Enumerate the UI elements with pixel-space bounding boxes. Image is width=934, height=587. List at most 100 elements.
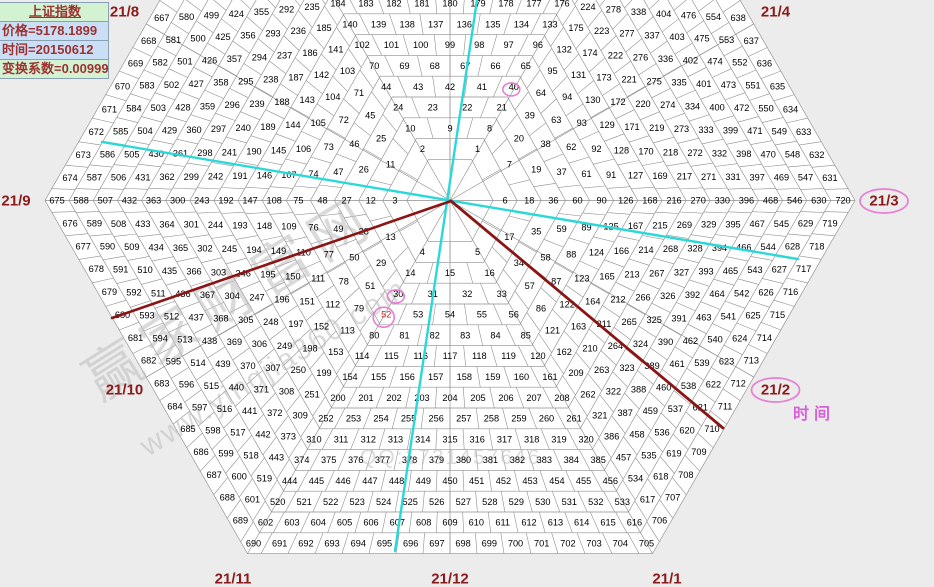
hex-number: 459 xyxy=(643,406,658,416)
hex-number: 603 xyxy=(284,518,299,528)
red-line-down-right[interactable] xyxy=(449,199,725,430)
hex-number: 117 xyxy=(443,351,458,361)
hex-number: 34 xyxy=(514,258,524,268)
hex-number: 310 xyxy=(306,434,321,444)
hex-number: 62 xyxy=(566,142,576,152)
hex-number: 267 xyxy=(649,268,664,278)
hex-number: 337 xyxy=(644,31,659,41)
hex-number: 173 xyxy=(596,73,611,83)
hex-number: 200 xyxy=(330,393,345,403)
hex-number: 183 xyxy=(358,0,373,9)
hex-number: 545 xyxy=(774,219,789,229)
hex-number: 145 xyxy=(271,145,286,155)
hex-number: 41 xyxy=(477,82,487,92)
hex-number: 214 xyxy=(638,245,653,255)
hex-number: 511 xyxy=(151,288,166,298)
hex-number: 518 xyxy=(243,451,258,461)
hex-number: 424 xyxy=(229,9,244,19)
highlight-circle-30[interactable] xyxy=(386,289,406,304)
hex-number: 179 xyxy=(470,0,485,9)
hex-number: 580 xyxy=(179,12,194,22)
hex-number: 6 xyxy=(503,196,508,206)
hex-number: 695 xyxy=(377,538,392,548)
hex-number: 164 xyxy=(585,296,600,306)
hex-number: 442 xyxy=(255,429,270,439)
hex-number: 688 xyxy=(220,493,235,503)
hex-number: 610 xyxy=(469,518,484,528)
hex-number: 104 xyxy=(325,92,340,102)
hex-number: 686 xyxy=(193,447,208,457)
hex-number: 27 xyxy=(341,196,351,206)
hex-number: 304 xyxy=(225,291,240,301)
hex-number: 527 xyxy=(456,497,471,507)
hex-number: 40 xyxy=(509,82,519,92)
hex-number: 26 xyxy=(359,165,369,175)
hex-number: 13 xyxy=(385,232,395,242)
hex-number: 196 xyxy=(274,294,289,304)
hex-number: 192 xyxy=(218,196,233,206)
hex-number: 21 xyxy=(497,103,507,113)
hex-number: 684 xyxy=(167,401,182,411)
hex-number: 298 xyxy=(197,148,212,158)
hex-number: 22 xyxy=(462,103,472,113)
month-oval-21/3[interactable] xyxy=(859,188,909,214)
hex-number: 155 xyxy=(371,372,386,382)
hex-number: 131 xyxy=(571,70,586,80)
hex-number: 30 xyxy=(393,289,403,299)
hex-number: 402 xyxy=(683,56,698,66)
hex-number: 166 xyxy=(614,246,629,256)
hex-number: 35 xyxy=(531,227,541,237)
hex-number: 473 xyxy=(721,80,736,90)
hex-number: 440 xyxy=(229,383,244,393)
hex-number: 16 xyxy=(484,268,494,278)
hex-number: 607 xyxy=(390,518,405,528)
red-line-down-left[interactable] xyxy=(110,199,453,320)
highlight-circle-40[interactable] xyxy=(501,82,521,97)
hex-number: 69 xyxy=(399,61,409,71)
hex-number: 98 xyxy=(474,40,484,50)
hex-number: 669 xyxy=(128,59,143,69)
hex-number: 403 xyxy=(669,32,684,42)
hex-number: 15 xyxy=(445,268,455,278)
hex-number: 190 xyxy=(246,146,261,156)
hex-number: 293 xyxy=(265,29,280,39)
hex-number: 604 xyxy=(311,518,326,528)
hex-number: 84 xyxy=(490,330,500,340)
hex-number: 622 xyxy=(706,380,721,390)
hex-number: 393 xyxy=(698,267,713,277)
hex-number: 332 xyxy=(712,149,727,159)
hex-number: 12 xyxy=(366,196,376,206)
hex-number: 91 xyxy=(606,170,616,180)
hex-number: 147 xyxy=(242,196,257,206)
hex-number: 502 xyxy=(164,80,179,90)
hex-number: 136 xyxy=(457,19,472,29)
hex-number: 470 xyxy=(761,149,776,159)
hex-number: 706 xyxy=(652,516,667,526)
hex-number: 687 xyxy=(207,470,222,480)
highlight-circle-52[interactable] xyxy=(372,306,396,329)
hex-number: 134 xyxy=(514,19,529,29)
hex-number: 109 xyxy=(281,222,296,232)
hex-number: 583 xyxy=(139,81,154,91)
hex-number: 244 xyxy=(208,220,223,230)
cyan-line-vertical[interactable] xyxy=(393,0,479,553)
hex-number: 295 xyxy=(238,76,253,86)
hex-number: 222 xyxy=(608,50,623,60)
hex-number: 368 xyxy=(213,314,228,324)
hex-number: 33 xyxy=(497,289,507,299)
hex-number: 144 xyxy=(285,120,300,130)
hex-number: 550 xyxy=(758,104,773,114)
hex-number: 115 xyxy=(384,351,399,361)
hex-number: 400 xyxy=(709,102,724,112)
hex-number: 707 xyxy=(665,493,680,503)
hex-number: 460 xyxy=(656,383,671,393)
hex-number: 313 xyxy=(388,434,403,444)
hex-number: 503 xyxy=(151,103,166,113)
hex-number: 127 xyxy=(628,171,643,181)
hex-number: 76 xyxy=(308,223,318,233)
hex-number: 519 xyxy=(257,474,272,484)
hex-number: 671 xyxy=(102,104,117,114)
hex-number: 709 xyxy=(691,447,706,457)
month-oval-21/2[interactable] xyxy=(750,377,801,403)
